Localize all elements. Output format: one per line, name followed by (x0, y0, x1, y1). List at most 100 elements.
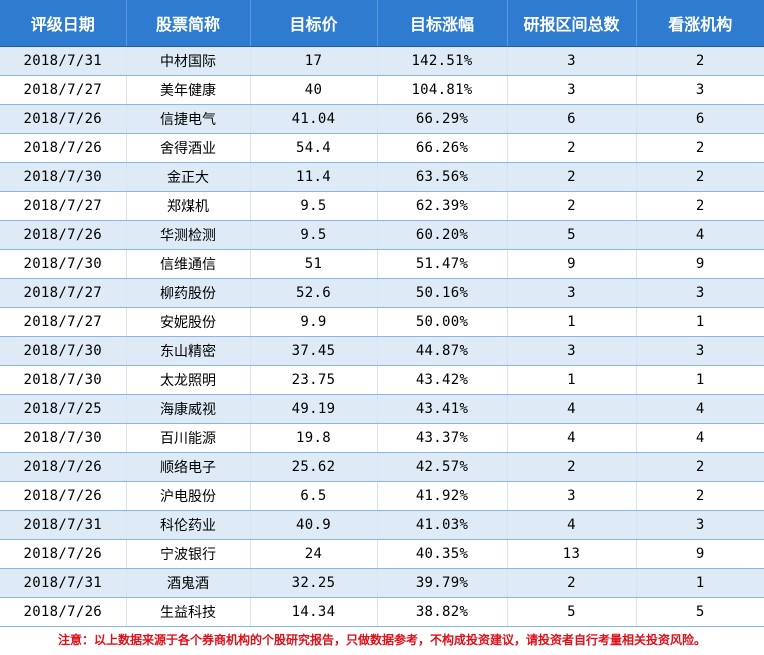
cell-bullish-institutions: 2 (636, 162, 764, 192)
cell-target-upside: 40.35% (377, 539, 508, 569)
table-row: 2018/7/30 金正大 11.4 63.56% 2 2 (0, 162, 764, 192)
disclaimer-footnote: 注意：以上数据来源于各个券商机构的个股研究报告，只做数据参考，不构成投资建议，请… (57, 633, 706, 647)
cell-report-count: 1 (507, 365, 637, 395)
header-rating-date: 评级日期 (0, 0, 127, 47)
cell-target-upside: 50.16% (377, 278, 508, 308)
cell-target-upside: 41.03% (377, 510, 508, 540)
cell-stock-name: 美年健康 (126, 75, 251, 105)
table-row: 2018/7/26 舍得酒业 54.4 66.26% 2 2 (0, 133, 764, 163)
cell-target-price: 9.9 (250, 307, 378, 337)
cell-bullish-institutions: 5 (636, 597, 764, 627)
table-row: 2018/7/25 海康威视 49.19 43.41% 4 4 (0, 394, 764, 424)
cell-stock-name: 生益科技 (126, 597, 251, 627)
cell-target-price: 32.25 (250, 568, 378, 598)
cell-target-price: 40 (250, 75, 378, 105)
cell-target-price: 54.4 (250, 133, 378, 163)
cell-report-count: 4 (507, 394, 637, 424)
table-row: 2018/7/31 中材国际 17 142.51% 3 2 (0, 46, 764, 76)
cell-bullish-institutions: 6 (636, 104, 764, 134)
cell-target-upside: 50.00% (377, 307, 508, 337)
cell-bullish-institutions: 2 (636, 133, 764, 163)
table-row: 2018/7/30 信维通信 51 51.47% 9 9 (0, 249, 764, 279)
cell-target-upside: 63.56% (377, 162, 508, 192)
cell-stock-name: 太龙照明 (126, 365, 251, 395)
cell-stock-name: 中材国际 (126, 46, 251, 76)
table-row: 2018/7/26 沪电股份 6.5 41.92% 3 2 (0, 481, 764, 511)
cell-target-price: 40.9 (250, 510, 378, 540)
cell-rating-date: 2018/7/27 (0, 278, 127, 308)
cell-bullish-institutions: 1 (636, 307, 764, 337)
cell-stock-name: 海康威视 (126, 394, 251, 424)
cell-target-upside: 42.57% (377, 452, 508, 482)
table-row: 2018/7/27 郑煤机 9.5 62.39% 2 2 (0, 191, 764, 221)
cell-bullish-institutions: 4 (636, 220, 764, 250)
cell-report-count: 2 (507, 568, 637, 598)
table-row: 2018/7/26 宁波银行 24 40.35% 13 9 (0, 539, 764, 569)
cell-target-upside: 44.87% (377, 336, 508, 366)
cell-target-upside: 43.41% (377, 394, 508, 424)
cell-target-price: 17 (250, 46, 378, 76)
cell-target-upside: 62.39% (377, 191, 508, 221)
cell-report-count: 5 (507, 597, 637, 627)
cell-stock-name: 沪电股份 (126, 481, 251, 511)
cell-target-upside: 104.81% (377, 75, 508, 105)
cell-stock-name: 舍得酒业 (126, 133, 251, 163)
cell-rating-date: 2018/7/25 (0, 394, 127, 424)
cell-target-price: 41.04 (250, 104, 378, 134)
cell-report-count: 4 (507, 423, 637, 453)
cell-rating-date: 2018/7/26 (0, 220, 127, 250)
cell-report-count: 3 (507, 46, 637, 76)
cell-stock-name: 金正大 (126, 162, 251, 192)
cell-target-upside: 66.26% (377, 133, 508, 163)
cell-target-upside: 66.29% (377, 104, 508, 134)
cell-bullish-institutions: 2 (636, 452, 764, 482)
cell-rating-date: 2018/7/31 (0, 568, 127, 598)
cell-bullish-institutions: 9 (636, 249, 764, 279)
header-bullish-institutions: 看涨机构 (636, 0, 764, 47)
cell-report-count: 9 (507, 249, 637, 279)
table-body: 2018/7/31 中材国际 17 142.51% 3 2 2018/7/27 美年健康 40 1… (0, 46, 764, 627)
cell-stock-name: 顺络电子 (126, 452, 251, 482)
cell-rating-date: 2018/7/27 (0, 75, 127, 105)
table-row: 2018/7/26 生益科技 14.34 38.82% 5 5 (0, 597, 764, 627)
cell-target-upside: 51.47% (377, 249, 508, 279)
cell-rating-date: 2018/7/30 (0, 423, 127, 453)
table-row: 2018/7/30 百川能源 19.8 43.37% 4 4 (0, 423, 764, 453)
table-row: 2018/7/31 科伦药业 40.9 41.03% 4 3 (0, 510, 764, 540)
cell-target-price: 14.34 (250, 597, 378, 627)
cell-target-upside: 38.82% (377, 597, 508, 627)
cell-bullish-institutions: 4 (636, 423, 764, 453)
cell-stock-name: 科伦药业 (126, 510, 251, 540)
cell-stock-name: 华测检测 (126, 220, 251, 250)
cell-rating-date: 2018/7/26 (0, 452, 127, 482)
cell-rating-date: 2018/7/30 (0, 336, 127, 366)
cell-target-price: 6.5 (250, 481, 378, 511)
cell-rating-date: 2018/7/27 (0, 191, 127, 221)
cell-rating-date: 2018/7/30 (0, 365, 127, 395)
cell-stock-name: 酒鬼酒 (126, 568, 251, 598)
cell-rating-date: 2018/7/30 (0, 249, 127, 279)
cell-target-price: 19.8 (250, 423, 378, 453)
target-price-table: 评级日期 股票简称 目标价 目标涨幅 研报区间总数 看涨机构 2018/7/31… (0, 0, 764, 627)
cell-stock-name: 柳药股份 (126, 278, 251, 308)
cell-stock-name: 百川能源 (126, 423, 251, 453)
header-stock-name: 股票简称 (126, 0, 251, 47)
table-row: 2018/7/26 顺络电子 25.62 42.57% 2 2 (0, 452, 764, 482)
table-row: 2018/7/26 信捷电气 41.04 66.29% 6 6 (0, 104, 764, 134)
cell-bullish-institutions: 3 (636, 510, 764, 540)
cell-target-price: 25.62 (250, 452, 378, 482)
cell-stock-name: 信维通信 (126, 249, 251, 279)
cell-rating-date: 2018/7/30 (0, 162, 127, 192)
cell-bullish-institutions: 1 (636, 365, 764, 395)
cell-bullish-institutions: 1 (636, 568, 764, 598)
cell-rating-date: 2018/7/26 (0, 104, 127, 134)
cell-report-count: 2 (507, 452, 637, 482)
cell-report-count: 2 (507, 133, 637, 163)
cell-report-count: 3 (507, 278, 637, 308)
cell-target-price: 52.6 (250, 278, 378, 308)
cell-report-count: 5 (507, 220, 637, 250)
cell-stock-name: 宁波银行 (126, 539, 251, 569)
cell-target-price: 9.5 (250, 220, 378, 250)
table-row: 2018/7/31 酒鬼酒 32.25 39.79% 2 1 (0, 568, 764, 598)
table-row: 2018/7/27 柳药股份 52.6 50.16% 3 3 (0, 278, 764, 308)
